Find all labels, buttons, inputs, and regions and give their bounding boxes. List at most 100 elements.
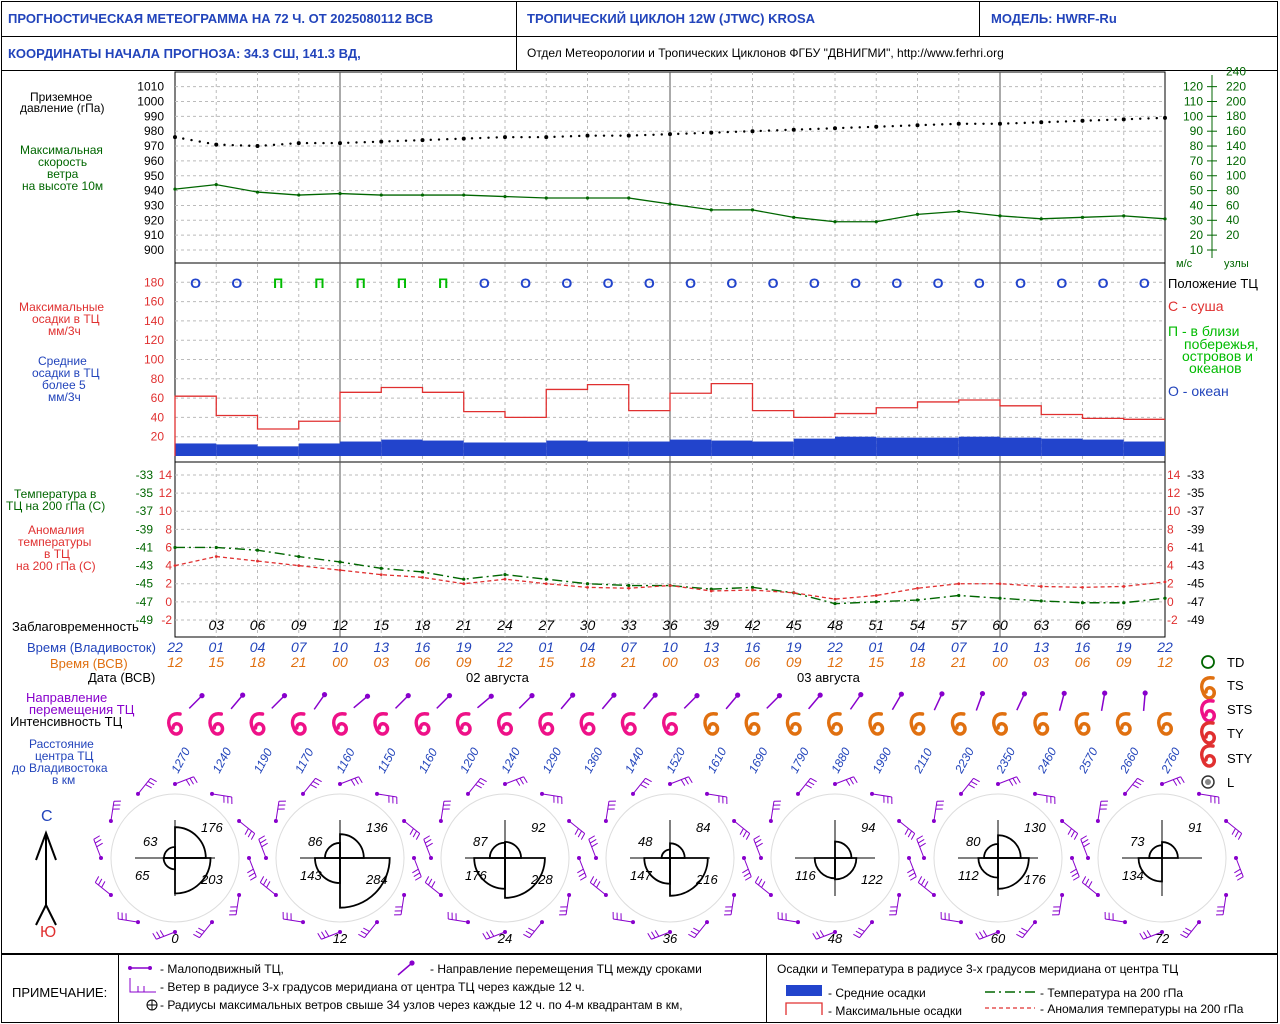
- wind-barb-feather: [807, 780, 815, 786]
- wind-point: [1122, 214, 1126, 218]
- pressure-point: [214, 142, 219, 147]
- wind-barb-feather: [743, 872, 751, 877]
- wind-barb-feather: [480, 777, 487, 783]
- temp-tick-left: -37: [136, 504, 154, 518]
- wind-barb-feather: [849, 777, 854, 785]
- wind-radius-quadrant: [324, 842, 341, 859]
- label-maxprecip-3: мм/3ч: [48, 324, 81, 338]
- movement-arrowhead: [776, 693, 783, 699]
- footer-max: - Максимальные осадки: [828, 1004, 962, 1018]
- wind-barb-feather: [853, 933, 860, 939]
- pressure-dot: [776, 129, 779, 132]
- wind-barb-feather: [968, 784, 975, 789]
- wind-barb: [859, 921, 873, 938]
- anomaly-point: [709, 589, 713, 593]
- wind-barb-feather: [1185, 927, 1192, 932]
- date-1: 02 августа: [466, 670, 529, 685]
- movement-arrowhead: [364, 693, 371, 699]
- wind-barb-feather: [908, 872, 916, 877]
- distance-value: 2760: [1158, 745, 1184, 776]
- wind-barb-feather: [642, 780, 650, 786]
- wind-radius-quadrant: [174, 857, 212, 895]
- max-precip-line: [174, 382, 1165, 456]
- radius-hour: 72: [1155, 931, 1170, 946]
- wind-barb-feather: [907, 830, 913, 838]
- vlad-time: 04: [580, 639, 596, 655]
- wind-barb-feather: [577, 830, 583, 838]
- temperature-point: [1039, 599, 1043, 603]
- label-maxprecip-2: осадки в ТЦ: [32, 312, 100, 326]
- wind-radius-quadrant: [488, 841, 506, 859]
- temp-tick-right: -47: [1187, 595, 1205, 609]
- wind-barb-feather: [409, 828, 414, 835]
- wind-barb: [1143, 931, 1163, 940]
- wind-barb-feather: [193, 933, 200, 939]
- wind-radius-quadrant: [834, 857, 858, 881]
- lead-hour: 27: [537, 617, 555, 633]
- anom-tick-right: 12: [1167, 486, 1181, 500]
- position-ocean: О - океан: [1168, 383, 1229, 399]
- temp-tick-right: -35: [1187, 486, 1205, 500]
- wind-barb: [541, 793, 562, 798]
- header-divider-v1: [516, 1, 517, 71]
- temperature-point: [1080, 601, 1085, 605]
- anom-tick-right: 4: [1167, 559, 1174, 573]
- label-ms: м/с: [1176, 258, 1193, 270]
- distance-value: 1290: [540, 745, 565, 775]
- vsv-time: 03: [373, 654, 389, 670]
- pressure-dot: [512, 135, 515, 139]
- wind-barb-feather: [97, 878, 103, 886]
- wind-ms-tick: 90: [1190, 124, 1204, 138]
- wind-barb-feather: [523, 933, 530, 939]
- wind-barb-feather: [816, 931, 821, 939]
- wind-kt-tick: 140: [1226, 139, 1246, 153]
- movement-arrowhead: [858, 692, 864, 698]
- wind-barb-feather: [577, 868, 584, 874]
- pressure-tick: 1010: [137, 80, 164, 94]
- wind-barb: [918, 882, 935, 896]
- wind-barb-feather: [651, 931, 656, 939]
- vlad-time: 07: [291, 639, 308, 655]
- vsv-time: 06: [1075, 654, 1091, 670]
- wind-barb: [979, 931, 999, 940]
- wind-barb-feather: [250, 833, 256, 840]
- pressure-dot: [1064, 120, 1068, 123]
- avg-precip-bar: [175, 443, 217, 456]
- ty-legend-icon: [1200, 721, 1216, 745]
- temperature-point: [255, 548, 260, 552]
- wind-point: [1080, 215, 1085, 219]
- avg-precip-bar: [628, 441, 670, 456]
- pressure-point: [709, 130, 714, 135]
- temp-tick-left: -41: [136, 540, 154, 554]
- wind-barb: [753, 839, 762, 859]
- wind-radius-value: 284: [365, 872, 388, 887]
- label-wind-3: ветра: [47, 167, 79, 181]
- pressure-dot: [685, 132, 688, 135]
- movement-arrowhead: [652, 692, 658, 698]
- movement-arrowhead: [694, 693, 700, 699]
- wind-barb-feather: [259, 839, 267, 844]
- radius-ring: [1097, 793, 1227, 923]
- label-avgprecip-2: осадки в ТЦ: [32, 366, 100, 380]
- wind-barb-feather: [1072, 876, 1080, 881]
- wind-point: [998, 214, 1002, 218]
- position-marker: О: [479, 275, 490, 291]
- pressure-point: [585, 133, 590, 138]
- wind-barb: [1061, 820, 1078, 834]
- pressure-dot: [198, 140, 201, 143]
- lead-hour: 51: [868, 617, 884, 633]
- wind-radius-value: 136: [366, 820, 388, 835]
- anom-tick-right: 6: [1167, 540, 1174, 554]
- vsv-time: 15: [208, 654, 224, 670]
- pressure-dot: [693, 132, 696, 135]
- vlad-time: 19: [786, 639, 802, 655]
- movement-arrowhead: [611, 692, 617, 698]
- td-icon: [1201, 655, 1215, 669]
- distance-value: 2660: [1117, 745, 1143, 776]
- label-dist-4: в км: [52, 773, 76, 787]
- wind-point: [709, 208, 713, 212]
- pressure-dot: [899, 124, 903, 128]
- lead-hour: 69: [1116, 617, 1132, 633]
- temp-tick-right: -45: [1187, 577, 1205, 591]
- wind-barb-feather: [198, 927, 205, 932]
